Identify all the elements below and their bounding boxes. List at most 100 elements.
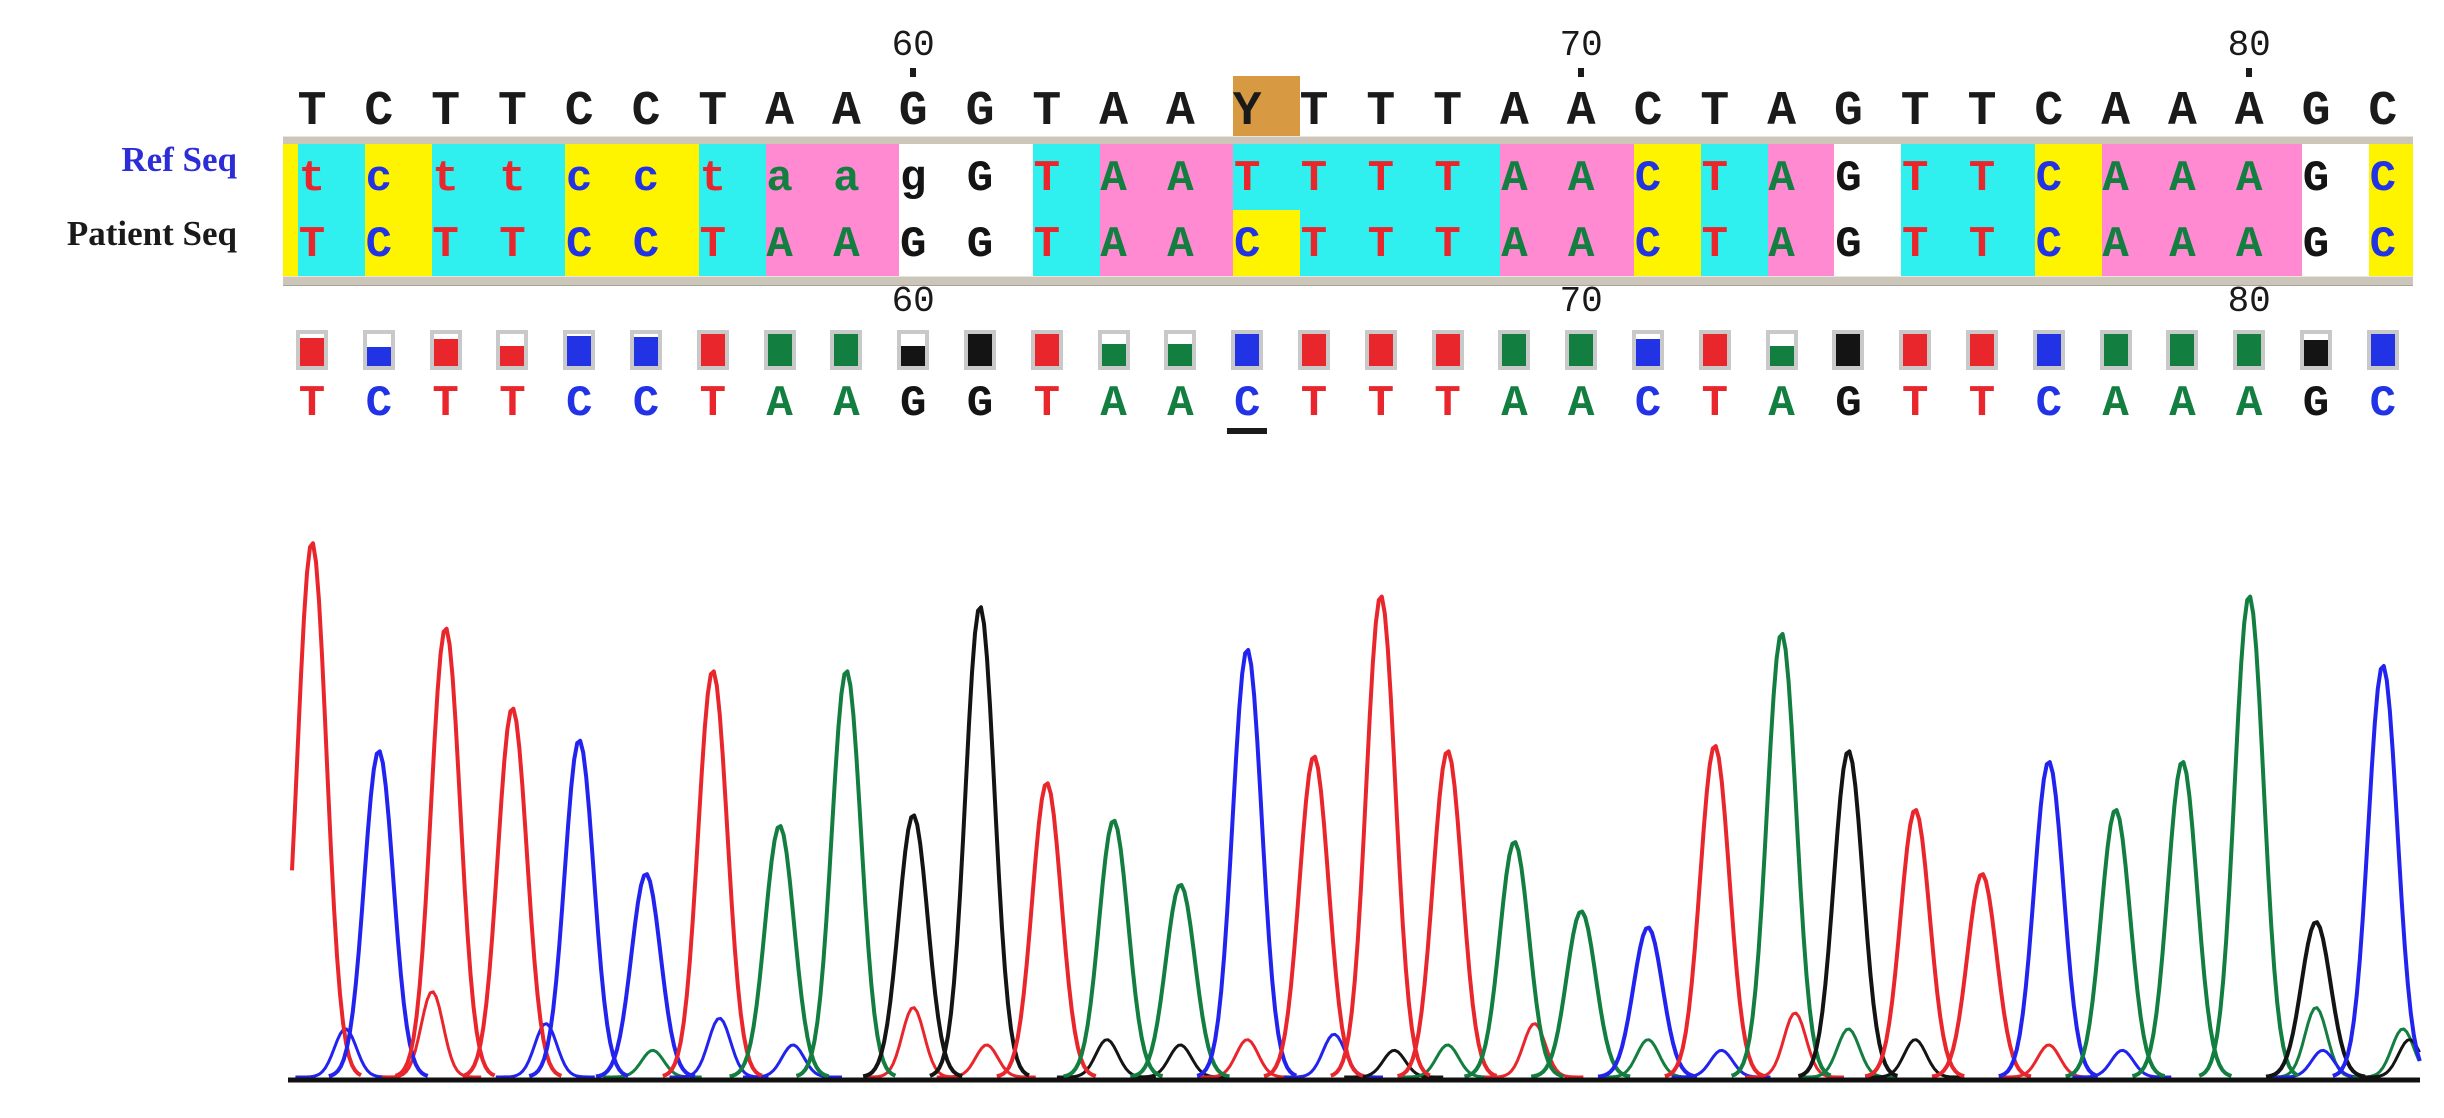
called-base[interactable]: T [298,379,326,429]
consensus-base[interactable]: G [1833,85,1863,139]
patient-seq-cell[interactable] [899,210,966,276]
consensus-base[interactable]: T [1366,85,1396,139]
consensus-base[interactable]: T [698,85,728,139]
ref-seq-cell[interactable] [2302,144,2369,210]
patient-seq-cell[interactable] [1968,210,2035,276]
called-base[interactable]: A [1768,379,1795,429]
patient-seq-cell[interactable] [1834,210,1902,276]
called-base[interactable]: T [1367,379,1394,429]
called-base[interactable]: C [2369,379,2396,429]
patient-seq-cell[interactable] [1166,210,1234,276]
consensus-base[interactable]: A [1767,85,1796,139]
patient-seq-cell[interactable] [1433,210,1501,276]
consensus-base[interactable]: A [765,85,794,139]
ref-seq-cell[interactable] [1834,144,1902,210]
ref-seq-cell[interactable] [1300,144,1367,210]
called-base[interactable]: C [1233,379,1261,429]
called-base[interactable]: G [2302,379,2330,429]
called-base[interactable]: A [1167,379,1194,429]
patient-seq-cell[interactable] [966,210,1033,276]
ref-seq-cell[interactable] [1767,144,1835,210]
called-base[interactable]: C [565,379,593,429]
ref-seq-cell[interactable] [899,144,966,210]
ref-seq-cell[interactable] [832,144,900,210]
ref-seq-cell[interactable] [565,144,632,210]
consensus-base[interactable]: T [1900,85,1930,139]
variant-highlight-box[interactable] [1233,76,1300,137]
ref-seq-cell[interactable] [1634,144,1701,210]
called-base[interactable]: T [1033,379,1060,429]
consensus-base[interactable]: C [364,85,394,139]
ref-seq-cell[interactable] [2034,144,2102,210]
consensus-base[interactable]: T [1032,85,1062,139]
consensus-base[interactable]: C [2034,85,2064,139]
consensus-base[interactable]: G [898,85,928,139]
consensus-base[interactable]: A [2234,85,2264,139]
ref-seq-cell[interactable] [298,144,365,210]
ref-seq-cell[interactable] [1166,144,1234,210]
ref-seq-cell[interactable] [1968,144,2035,210]
patient-seq-cell[interactable] [698,210,766,276]
patient-seq-cell[interactable] [2302,210,2369,276]
patient-seq-cell[interactable] [565,210,632,276]
consensus-base[interactable]: A [1165,85,1195,139]
patient-seq-cell[interactable] [1567,210,1634,276]
called-base[interactable]: T [1901,379,1929,429]
consensus-base[interactable]: A [831,85,861,139]
called-base[interactable]: G [1835,379,1862,429]
consensus-base[interactable]: T [297,85,327,139]
consensus-base[interactable]: T [497,85,527,139]
called-base[interactable]: A [2235,379,2263,429]
called-base[interactable]: A [1501,379,1528,429]
ref-seq-cell[interactable] [431,144,499,210]
patient-seq-cell[interactable] [2034,210,2102,276]
called-base[interactable]: C [365,379,392,429]
consensus-base[interactable]: A [2167,85,2197,139]
patient-seq-cell[interactable] [1500,210,1568,276]
patient-seq-cell[interactable] [2368,210,2413,276]
ref-seq-cell[interactable] [632,144,699,210]
ref-seq-cell[interactable] [2235,144,2302,210]
ref-seq-cell[interactable] [2368,144,2413,210]
ref-seq-cell[interactable] [364,144,432,210]
called-base[interactable]: T [1701,379,1728,429]
patient-seq-cell[interactable] [1099,210,1167,276]
patient-seq-cell[interactable] [431,210,499,276]
patient-seq-cell[interactable] [2168,210,2236,276]
consensus-base[interactable]: A [1499,85,1529,139]
patient-seq-cell[interactable] [1233,210,1300,276]
consensus-base[interactable]: T [1700,85,1730,139]
consensus-base[interactable]: C [631,85,661,139]
ref-seq-cell[interactable] [1366,144,1434,210]
patient-seq-cell[interactable] [1300,210,1367,276]
called-base[interactable]: C [2035,379,2062,429]
consensus-base[interactable]: C [564,85,594,139]
consensus-base[interactable]: C [1633,85,1663,139]
consensus-base[interactable]: T [1299,85,1329,139]
called-base[interactable]: A [833,379,860,429]
consensus-base[interactable]: G [2301,85,2331,139]
ref-seq-cell[interactable] [765,144,833,210]
patient-seq-cell[interactable] [1901,210,1968,276]
consensus-base[interactable]: T [431,85,460,139]
called-base[interactable]: C [632,379,660,429]
ref-seq-cell[interactable] [1500,144,1568,210]
called-base[interactable]: A [766,379,793,429]
consensus-base[interactable]: T [1433,85,1462,139]
consensus-base[interactable]: A [1099,85,1128,139]
patient-seq-cell[interactable] [364,210,432,276]
called-base[interactable]: A [2102,379,2129,429]
patient-seq-cell[interactable] [298,210,365,276]
consensus-base[interactable]: Y [1232,85,1262,139]
ref-seq-cell[interactable] [1233,144,1300,210]
patient-seq-cell[interactable] [765,210,833,276]
called-base[interactable]: A [1567,379,1595,429]
patient-seq-cell[interactable] [2235,210,2302,276]
ref-seq-cell[interactable] [698,144,766,210]
ref-seq-cell[interactable] [966,144,1033,210]
ref-seq-cell[interactable] [1433,144,1501,210]
patient-seq-cell[interactable] [1700,210,1768,276]
ref-seq-cell[interactable] [2101,144,2169,210]
patient-seq-cell[interactable] [632,210,699,276]
patient-seq-cell[interactable] [1634,210,1701,276]
